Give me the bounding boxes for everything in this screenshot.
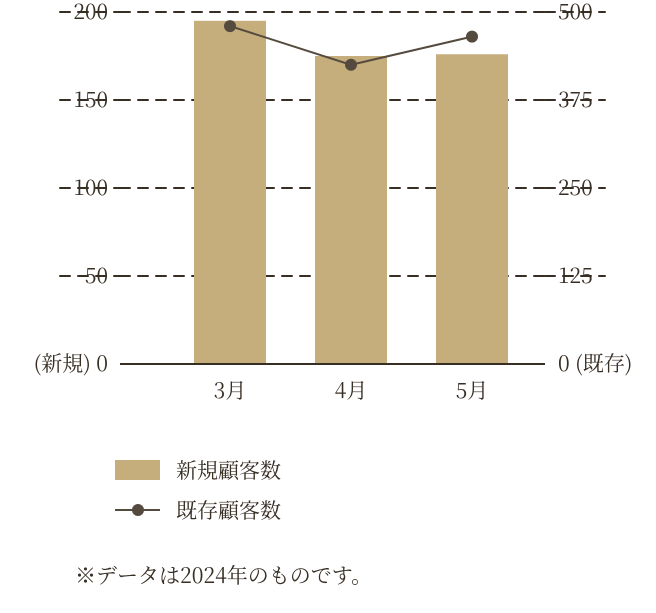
legend-row-bar: 新規顧客数: [115, 455, 281, 485]
y-right-tick-label: 375: [558, 84, 593, 114]
legend-line-marker-icon: [132, 504, 144, 516]
chart-canvas: (新規) 0 0 (既存) 50 125 100 250 150 375 200 500 3月 4月 5…: [0, 0, 656, 608]
bar: [194, 21, 266, 364]
y-left-zero-label: (新規) 0: [34, 348, 108, 378]
legend-label-line: 既存顧客数: [176, 495, 281, 525]
y-right-tick-label: 125: [558, 260, 593, 290]
chart-footnote: ※データは2024年のものです。: [75, 560, 372, 590]
category-label: 3月: [214, 375, 247, 405]
category-label: 5月: [456, 375, 489, 405]
bar: [315, 56, 387, 364]
legend-swatch-line: [115, 500, 160, 520]
chart-root: (新規) 0 0 (既存) 50 125 100 250 150 375 200 500 3月 4月 5…: [0, 0, 656, 608]
y-left-tick-label: 50: [85, 260, 108, 290]
bar: [436, 54, 508, 364]
chart-svg: (新規) 0 0 (既存) 50 125 100 250 150 375 200 500 3月 4月 5…: [0, 0, 656, 608]
legend-swatch-bar: [115, 460, 160, 480]
y-left-tick-label: 150: [73, 84, 108, 114]
y-right-tick-label: 500: [558, 0, 593, 26]
y-right-tick-label: 250: [558, 172, 593, 202]
y-left-tick-label: 200: [73, 0, 108, 26]
legend-row-line: 既存顧客数: [115, 495, 281, 525]
y-right-zero-label: 0 (既存): [558, 348, 632, 378]
line-marker-icon: [224, 20, 236, 32]
category-label: 4月: [335, 375, 368, 405]
y-left-tick-label: 100: [73, 172, 108, 202]
line-marker-icon: [466, 31, 478, 43]
legend-label-bar: 新規顧客数: [176, 455, 281, 485]
line-marker-icon: [345, 59, 357, 71]
